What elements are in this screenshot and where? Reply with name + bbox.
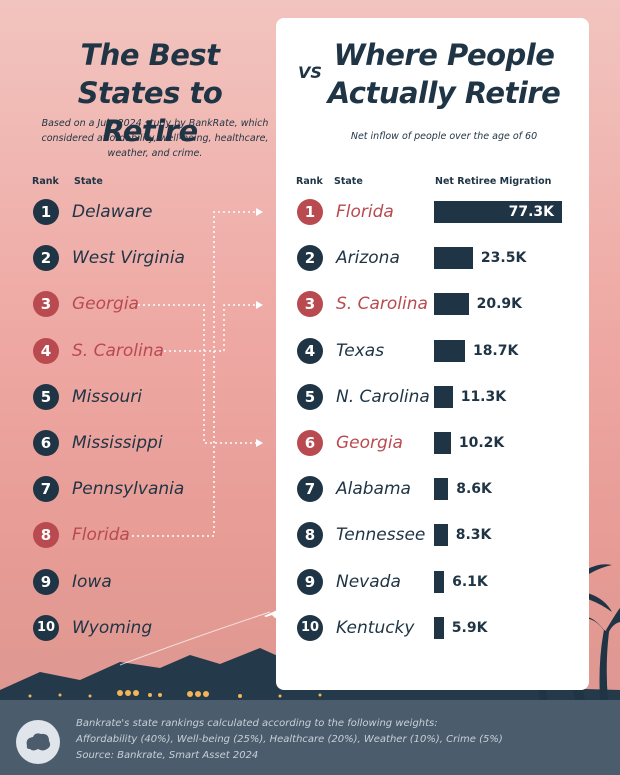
state-name: Florida	[336, 202, 394, 222]
list-item: 6 Georgia	[297, 428, 403, 458]
state-name: Alabama	[336, 479, 411, 500]
state-name: West Virginia	[72, 248, 185, 269]
bar	[434, 293, 469, 316]
state-name: Pennsylvania	[72, 479, 185, 500]
right-state-header: State	[334, 176, 363, 187]
rank-badge: 9	[33, 568, 59, 595]
bar	[434, 524, 448, 547]
bar	[434, 570, 445, 593]
rank-badge: 8	[297, 522, 323, 549]
footnote-line-2: Affordability (40%), Well-being (25%), H…	[76, 734, 503, 745]
rank-badge: 2	[297, 245, 323, 272]
bar	[434, 432, 451, 454]
state-name: S. Carolina	[72, 340, 164, 361]
bar-value-label: 10.2K	[458, 435, 505, 451]
state-name: Wyoming	[72, 617, 153, 638]
bar	[434, 247, 473, 270]
brand-logo-icon	[16, 720, 60, 764]
rank-badge: 4	[297, 337, 323, 364]
list-item: 7 Pennsylvania	[33, 474, 184, 504]
state-name: Georgia	[336, 433, 403, 453]
list-item: 4 S. Carolina	[33, 336, 164, 366]
state-name: Mississippi	[72, 433, 163, 453]
left-rank-header: Rank	[32, 176, 59, 187]
bar-value-label: 5.9K	[451, 619, 488, 636]
rank-badge: 5	[297, 383, 323, 410]
rank-badge: 3	[33, 291, 59, 318]
rank-badge: 2	[33, 245, 59, 272]
state-name: Nevada	[336, 571, 401, 592]
bar	[434, 616, 444, 639]
rank-badge: 10	[297, 614, 323, 641]
right-title: Where People Actually Retire	[327, 38, 561, 110]
right-rank-header: Rank	[296, 176, 323, 187]
bar-value-label: 23.5K	[480, 250, 527, 267]
state-name: S. Carolina	[336, 294, 428, 315]
left-title: The Best States to Retire	[77, 38, 223, 148]
state-name: Missouri	[72, 386, 142, 407]
rank-badge: 8	[33, 522, 59, 549]
bar	[434, 201, 562, 223]
bar-value-label: 6.1K	[452, 573, 488, 590]
list-item: 9 Nevada	[297, 567, 401, 597]
state-name: Texas	[336, 340, 385, 361]
value-header: Net Retiree Migration	[435, 176, 552, 187]
bar-value-label: 8.6K	[456, 481, 492, 498]
list-item: 5 Missouri	[33, 382, 142, 412]
list-item: 9 Iowa	[33, 567, 112, 597]
footnote-line-1: Bankrate's state rankings calculated acc…	[76, 718, 438, 729]
bar-value-label: 77.3K	[508, 204, 554, 220]
list-item: 8 Tennessee	[297, 520, 425, 550]
state-name: Tennessee	[336, 525, 426, 546]
list-item: 5 N. Carolina	[297, 382, 430, 412]
vs-label: VS	[298, 63, 322, 82]
bar-value-label: 18.7K	[472, 342, 519, 359]
list-item: 1 Florida	[297, 197, 394, 227]
rank-badge: 5	[33, 383, 59, 410]
state-name: N. Carolina	[336, 386, 430, 407]
list-item: 10 Wyoming	[33, 613, 152, 643]
list-item: 2 Arizona	[297, 243, 400, 273]
list-item: 4 Texas	[297, 336, 384, 366]
bar	[434, 385, 453, 408]
list-item: 1 Delaware	[33, 197, 152, 227]
bar-value-label: 20.9K	[476, 296, 522, 313]
list-item: 10 Kentucky	[297, 613, 414, 643]
left-subtitle: Based on a July 2024 study by BankRate, …	[41, 118, 269, 159]
rank-badge: 6	[297, 430, 323, 456]
bar	[434, 478, 449, 501]
rank-badge: 3	[297, 291, 323, 318]
footer	[0, 700, 620, 775]
state-name: Kentucky	[336, 617, 415, 638]
state-name: Georgia	[72, 294, 139, 315]
list-item: 2 West Virginia	[33, 243, 185, 273]
left-state-header: State	[74, 176, 103, 187]
bar-value-label: 8.3K	[455, 527, 492, 544]
list-item: 8 Florida	[33, 520, 130, 550]
right-subtitle: Net inflow of people over the age of 60	[350, 131, 538, 142]
rank-badge: 1	[33, 199, 59, 225]
rank-badge: 1	[297, 199, 323, 225]
rank-badge: 10	[33, 614, 59, 641]
list-item: 3 S. Carolina	[297, 289, 428, 319]
rank-badge: 9	[297, 568, 323, 595]
list-item: 6 Mississippi	[33, 428, 163, 458]
state-name: Florida	[72, 525, 130, 546]
rank-badge: 4	[33, 337, 59, 364]
footnote: Bankrate's state rankings calculated acc…	[76, 716, 503, 764]
rank-badge: 7	[33, 476, 59, 503]
list-item: 7 Alabama	[297, 474, 411, 504]
state-name: Arizona	[336, 248, 400, 269]
rank-badge: 7	[297, 476, 323, 503]
footnote-line-3: Source: Bankrate, Smart Asset 2024	[76, 750, 259, 761]
list-item: 3 Georgia	[33, 289, 139, 319]
state-name: Iowa	[72, 571, 112, 592]
bar-value-label: 11.3K	[460, 388, 507, 405]
right-panel	[276, 18, 589, 690]
bar	[434, 339, 465, 362]
state-name: Delaware	[72, 202, 153, 222]
rank-badge: 6	[33, 430, 59, 456]
